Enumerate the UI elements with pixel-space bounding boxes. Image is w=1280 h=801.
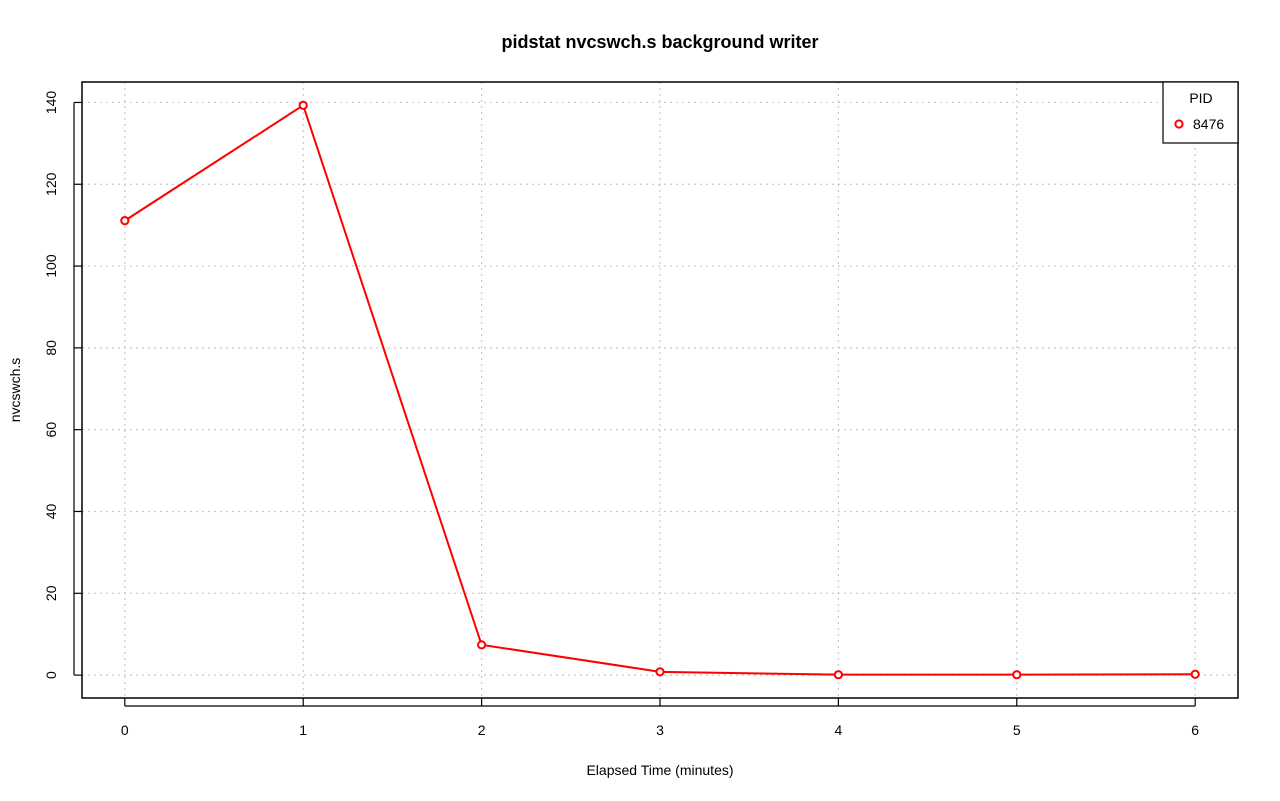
data-point [120,216,130,226]
y-tick-label: 40 [43,503,59,519]
y-tick-label: 60 [43,422,59,438]
y-axis-label: nvcswch.s [7,358,23,423]
x-axis-label: Elapsed Time (minutes) [586,762,733,778]
y-tick-label: 140 [43,91,59,115]
data-point [833,670,843,680]
x-tick-label: 3 [656,722,664,738]
y-tick-label: 100 [43,254,59,278]
legend-marker [1174,119,1184,129]
legend-box [1162,81,1239,144]
legend-title: PID [1189,90,1212,106]
x-tick-label: 6 [1191,722,1199,738]
x-tick-label: 2 [478,722,486,738]
x-tick-label: 0 [121,722,129,738]
x-tick-label: 5 [1013,722,1021,738]
y-tick-label: 0 [43,671,59,679]
y-axis: 0 20 40 60 80 100 120 140 [43,91,82,679]
x-tick-label: 4 [834,722,842,738]
data-point [1190,669,1200,679]
y-tick-label: 120 [43,172,59,196]
grid [82,82,1238,698]
x-tick-label: 1 [299,722,307,738]
data-point [655,667,665,677]
legend: PID 8476 [1162,81,1239,144]
chart-title: pidstat nvcswch.s background writer [501,32,818,52]
y-tick-label: 80 [43,340,59,356]
y-tick-label: 20 [43,585,59,601]
series-group [120,100,1200,680]
data-point [298,100,308,110]
x-axis: 0 1 2 3 4 5 6 [121,698,1199,738]
data-point [1012,670,1022,680]
legend-entry-8476: 8476 [1193,116,1224,132]
data-point [477,640,487,650]
